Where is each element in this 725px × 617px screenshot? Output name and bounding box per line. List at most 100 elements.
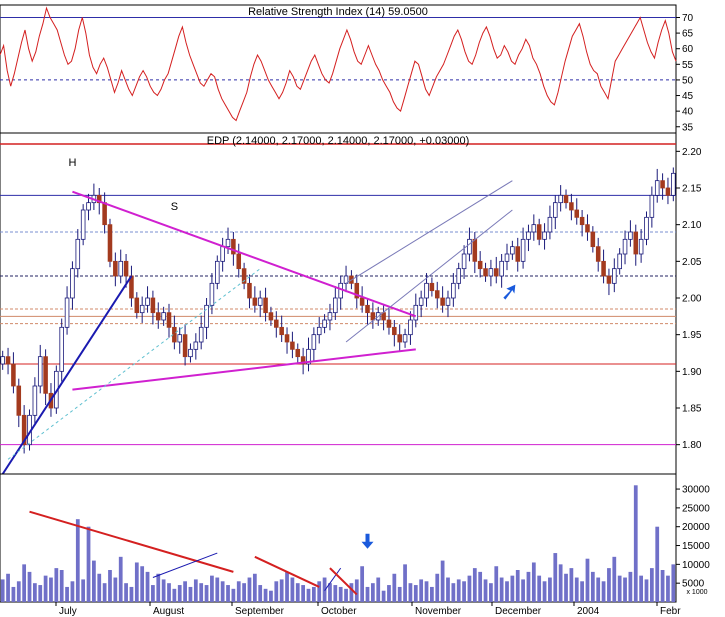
volume-bar <box>408 583 413 602</box>
volume-bar <box>306 588 311 602</box>
volume-trend-line <box>324 567 342 591</box>
rsi-tick-label: 65 <box>682 29 694 40</box>
price-candle <box>59 318 64 382</box>
volume-bar <box>263 588 268 602</box>
volume-bar <box>220 581 225 602</box>
price-candle <box>354 274 360 309</box>
price-candle <box>21 405 27 454</box>
price-candle <box>209 273 215 315</box>
volume-bar <box>38 585 43 602</box>
volume-bar <box>113 577 118 602</box>
volume-bar <box>49 577 53 602</box>
price-candle <box>483 262 488 282</box>
volume-bar <box>440 560 445 602</box>
price-candle <box>64 286 70 335</box>
volume-bar <box>134 562 139 602</box>
price-candle <box>322 314 327 334</box>
volume-bar <box>553 553 558 602</box>
price-candle <box>660 173 665 200</box>
volume-bar <box>102 583 107 602</box>
volume-bar <box>467 575 472 602</box>
price-candle <box>574 198 580 225</box>
price-tick-label: 2.00 <box>682 294 702 305</box>
volume-bar <box>451 583 456 602</box>
volume-bar <box>472 568 477 602</box>
price-candle <box>531 214 537 241</box>
price-candle <box>434 281 440 309</box>
price-candle <box>638 229 644 263</box>
price-candle <box>612 258 617 293</box>
price-candle <box>75 229 81 278</box>
volume-bar <box>349 583 354 602</box>
volume-y-axis: 5000 10000 15000 20000 25000 30000 <box>676 485 710 590</box>
price-candle <box>166 303 172 338</box>
volume-bar <box>590 571 595 602</box>
volume-bar <box>623 577 627 602</box>
price-candle <box>477 251 483 278</box>
volume-bar <box>574 577 579 602</box>
price-candle <box>145 286 150 313</box>
volume-bar <box>360 566 365 602</box>
price-candle <box>263 287 268 322</box>
price-candle <box>0 350 5 370</box>
price-candle <box>225 227 231 254</box>
price-y-axis: 1.80 1.85 1.90 1.95 2.00 2.05 2.10 2.15 2.20 <box>676 147 702 451</box>
price-candle <box>418 290 424 318</box>
volume-bar <box>269 590 273 602</box>
volume-bar <box>108 570 112 602</box>
price-candle <box>617 248 622 275</box>
rsi-tick-label: 70 <box>682 13 694 24</box>
price-candle <box>585 214 590 241</box>
price-candle <box>123 254 129 288</box>
price-candle <box>5 347 11 375</box>
volume-bars <box>0 485 676 602</box>
volume-bar <box>328 583 332 602</box>
price-candle <box>665 177 671 205</box>
volume-bar <box>639 575 644 602</box>
volume-bar <box>397 586 402 602</box>
rsi-tick-label: 45 <box>682 91 694 102</box>
price-candle <box>520 227 526 269</box>
volume-bar <box>193 579 198 602</box>
price-candle <box>161 306 166 326</box>
price-candle <box>43 349 48 406</box>
volume-bar <box>43 575 48 602</box>
price-candle <box>563 189 569 209</box>
volume-bar <box>118 556 123 602</box>
volume-bar <box>172 588 177 602</box>
volume-panel: 5000 10000 15000 20000 25000 30000 x 1000 <box>0 473 710 603</box>
price-candle <box>595 237 601 272</box>
volume-bar <box>54 568 59 602</box>
volume-bar <box>167 583 171 602</box>
volume-bar <box>301 585 306 602</box>
volume-bar <box>65 586 69 602</box>
volume-bar <box>75 519 80 602</box>
volume-trend-line <box>29 510 234 573</box>
rsi-y-axis: 35 40 45 50 55 60 65 70 <box>676 13 694 133</box>
volume-bar <box>494 566 499 602</box>
price-candle <box>397 324 402 351</box>
price-trend-lines <box>1 180 513 475</box>
price-candle <box>558 185 563 212</box>
volume-trend-lines <box>29 510 358 596</box>
price-candle <box>311 327 317 362</box>
price-candle <box>231 232 236 266</box>
price-plot-frame <box>0 132 677 475</box>
price-trend-line <box>72 190 417 318</box>
volume-bar <box>392 573 397 602</box>
volume-bar <box>145 571 150 602</box>
price-trend-line <box>72 348 416 391</box>
volume-bar <box>252 573 257 602</box>
price-candle <box>633 224 639 266</box>
volume-bar <box>531 562 536 602</box>
volume-bar <box>311 586 316 602</box>
volume-bar <box>81 579 86 602</box>
price-annotation-label: S <box>171 201 178 213</box>
price-candle <box>579 210 585 237</box>
price-candle <box>306 337 311 372</box>
volume-bar <box>446 577 450 602</box>
price-candle <box>32 377 38 426</box>
price-tick-label: 1.85 <box>682 404 702 415</box>
price-candle <box>241 262 247 290</box>
